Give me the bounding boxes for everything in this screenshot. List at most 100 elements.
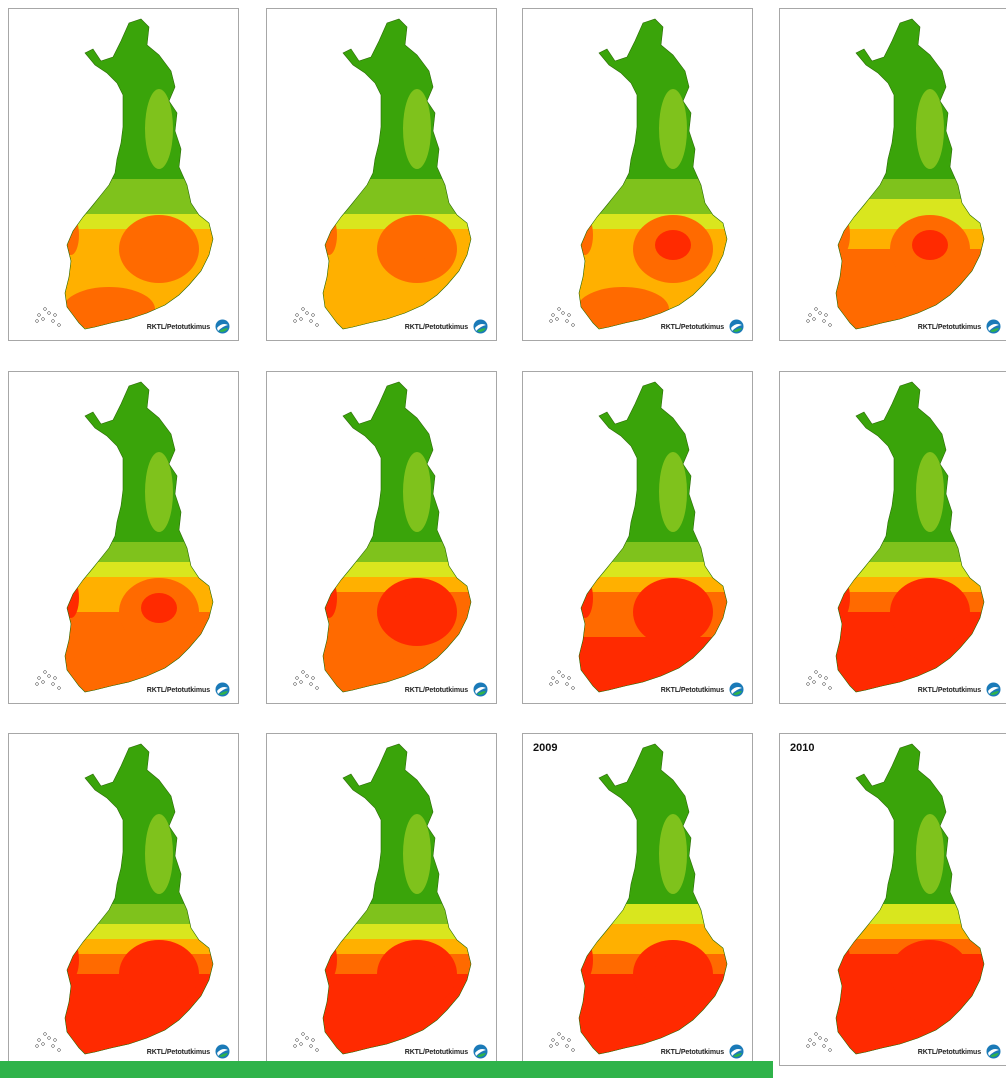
map-panel-11: 2009 RKTL/Petotutkimus [522,733,753,1066]
archipelago-island [301,307,305,311]
archipelago-island [824,676,828,680]
finland-map [293,18,472,330]
archipelago-island [315,686,319,690]
archipelago-island [814,307,818,311]
archipelago-island [299,1042,303,1046]
finland-map [806,18,985,330]
map-panel-5: RKTL/Petotutkimus [8,371,239,704]
archipelago-island [47,311,51,315]
density-hotspot-core [912,955,948,985]
map-panel-6: RKTL/Petotutkimus [266,371,497,704]
density-hotspot [836,650,926,692]
map-panel-4: RKTL/Petotutkimus [779,8,1006,341]
credit-text: RKTL/Petotutkimus [146,687,210,694]
map-outline [835,743,985,1055]
archipelago-island [35,319,39,323]
finland-map [35,18,214,330]
archipelago-island [567,313,571,317]
archipelago-island [571,323,575,327]
rktl-logo-icon [986,682,1001,697]
bottom-accent-bar-middle [259,1061,515,1078]
credit-text: RKTL/Petotutkimus [146,324,210,331]
archipelago-island [567,676,571,680]
archipelago-island [299,317,303,321]
archipelago-island [549,1044,553,1048]
archipelago-island [301,670,305,674]
rktl-logo-icon [729,319,744,334]
density-hotspot [836,1012,926,1054]
density-hotspot-core [655,230,691,260]
archipelago-island [41,680,45,684]
map-outline [322,743,472,1055]
archipelago-island [571,1048,575,1052]
archipelago-island [51,1044,55,1048]
archipelago-island [311,676,315,680]
density-hotspot [65,1012,155,1054]
archipelago-island [57,323,61,327]
archipelago-island [806,682,810,686]
archipelago-island [565,319,569,323]
finland-map [35,381,214,693]
map-panel-1: RKTL/Petotutkimus [8,8,239,341]
archipelago-island [43,670,47,674]
rktl-logo-icon [215,1044,230,1059]
archipelago-island [806,319,810,323]
archipelago-island [822,319,826,323]
archipelago-island [309,1044,313,1048]
density-hotspot [323,650,413,692]
finland-map [806,743,985,1055]
archipelago-island [824,313,828,317]
density-band [916,814,944,894]
archipelago-island [37,1038,41,1042]
rktl-logo-icon [215,682,230,697]
archipelago-island [295,313,299,317]
density-hotspot-core [912,593,948,623]
density-hotspot [579,287,669,329]
finland-map [35,743,214,1055]
density-hotspot-core [399,593,435,623]
finland-map [549,381,728,693]
map-panel-9: RKTL/Petotutkimus [8,733,239,1066]
archipelago-island [295,676,299,680]
map-outline [64,18,214,330]
map-panel-2: RKTL/Petotutkimus [266,8,497,341]
bottom-accent-bar-right [515,1061,773,1078]
archipelago-island [814,1032,818,1036]
archipelago-island [47,1036,51,1040]
archipelago-island [812,680,816,684]
rktl-logo-icon [215,319,230,334]
archipelago-island [555,680,559,684]
archipelago-island [571,686,575,690]
map-outline [322,381,472,693]
archipelago-island [309,319,313,323]
credit-text: RKTL/Petotutkimus [146,1049,210,1056]
archipelago-island [311,313,315,317]
density-band [145,814,173,894]
archipelago-island [806,1044,810,1048]
archipelago-island [299,680,303,684]
density-hotspot-core [141,230,177,260]
archipelago-island [557,670,561,674]
archipelago-island [53,1038,57,1042]
density-hotspot [836,287,926,329]
archipelago-island [549,682,553,686]
map-panel-7: RKTL/Petotutkimus [522,371,753,704]
archipelago-island [565,1044,569,1048]
archipelago-island [561,311,565,315]
map-year-label: 2009 [533,742,558,754]
archipelago-island [43,1032,47,1036]
map-outline [322,18,472,330]
credit-text: RKTL/Petotutkimus [917,1049,981,1056]
credit-text: RKTL/Petotutkimus [660,324,724,331]
archipelago-island [808,1038,812,1042]
archipelago-island [41,317,45,321]
density-band [916,452,944,532]
map-outline [578,18,728,330]
archipelago-island [35,1044,39,1048]
archipelago-island [551,313,555,317]
map-panel-8: RKTL/Petotutkimus [779,371,1006,704]
density-band [145,89,173,169]
archipelago-island [53,676,57,680]
archipelago-island [43,307,47,311]
finland-map [806,381,985,693]
